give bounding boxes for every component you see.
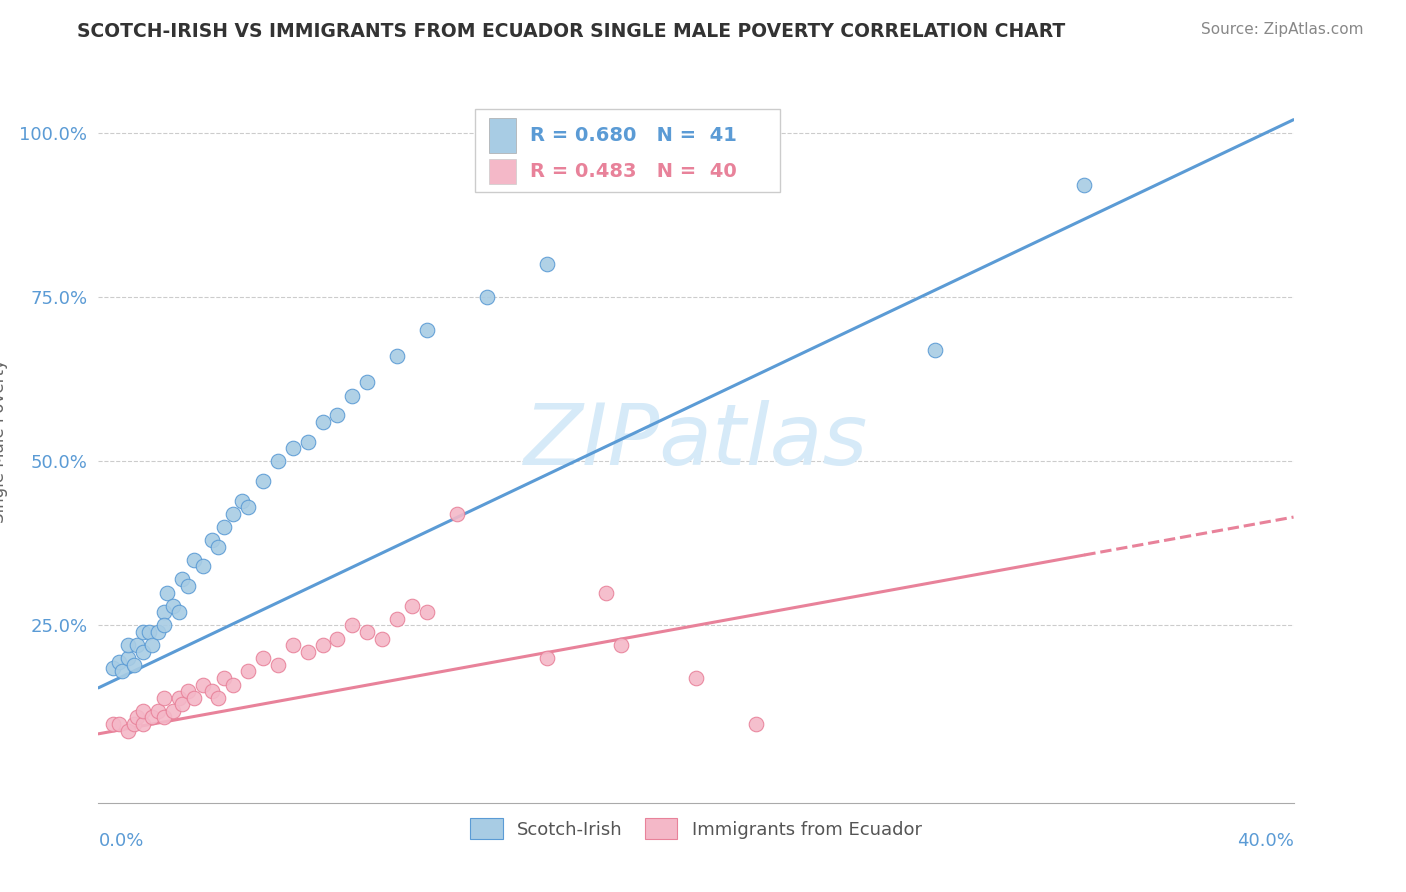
Text: 0.0%: 0.0% [98, 831, 143, 850]
Point [148, 625, 170, 640]
Point [222, 677, 245, 691]
Point [191, 559, 214, 574]
Point [1073, 178, 1095, 193]
Point [156, 585, 179, 599]
Text: 40.0%: 40.0% [1237, 831, 1294, 850]
Point [132, 717, 155, 731]
Point [162, 704, 184, 718]
Text: Source: ZipAtlas.com: Source: ZipAtlas.com [1201, 22, 1364, 37]
Point [356, 376, 378, 390]
Point [127, 710, 149, 724]
Point [111, 665, 134, 679]
Point [108, 717, 131, 731]
Point [127, 638, 149, 652]
Point [297, 434, 319, 449]
Point [446, 507, 468, 521]
Point [117, 651, 139, 665]
Point [401, 599, 423, 613]
Point [183, 690, 205, 705]
Point [236, 665, 259, 679]
Point [385, 612, 409, 626]
Point [167, 605, 190, 619]
Point [281, 441, 304, 455]
Point [201, 533, 224, 547]
Point [267, 657, 290, 672]
Point [177, 684, 200, 698]
Point [148, 704, 170, 718]
Text: R = 0.680   N =  41: R = 0.680 N = 41 [530, 126, 737, 145]
Point [162, 599, 184, 613]
Point [595, 585, 617, 599]
Point [385, 349, 409, 363]
Point [356, 625, 378, 640]
Point [212, 520, 235, 534]
Point [212, 671, 235, 685]
Point [201, 684, 224, 698]
Point [685, 671, 707, 685]
Point [103, 717, 125, 731]
Point [153, 618, 176, 632]
Point [153, 690, 176, 705]
Point [536, 257, 558, 271]
Point [183, 553, 205, 567]
Point [371, 632, 394, 646]
Point [132, 645, 155, 659]
Point [172, 698, 194, 712]
Point [252, 651, 274, 665]
Point [281, 638, 304, 652]
Point [191, 677, 214, 691]
Point [141, 710, 163, 724]
Point [311, 415, 333, 429]
Point [177, 579, 200, 593]
Point [252, 474, 274, 488]
Point [342, 388, 364, 402]
Legend: Scotch-Irish, Immigrants from Ecuador: Scotch-Irish, Immigrants from Ecuador [461, 809, 931, 848]
Text: R = 0.483   N =  40: R = 0.483 N = 40 [530, 162, 737, 181]
Point [297, 645, 319, 659]
Point [117, 723, 139, 738]
Point [222, 507, 245, 521]
Text: SCOTCH-IRISH VS IMMIGRANTS FROM ECUADOR SINGLE MALE POVERTY CORRELATION CHART: SCOTCH-IRISH VS IMMIGRANTS FROM ECUADOR … [77, 22, 1066, 41]
FancyBboxPatch shape [475, 109, 780, 193]
FancyBboxPatch shape [489, 118, 516, 153]
Point [153, 605, 176, 619]
Text: ZIPatlas: ZIPatlas [524, 400, 868, 483]
Point [207, 540, 229, 554]
Point [124, 717, 146, 731]
Point [326, 632, 349, 646]
Point [416, 323, 439, 337]
Point [475, 290, 498, 304]
FancyBboxPatch shape [489, 160, 516, 184]
Point [141, 638, 163, 652]
Point [326, 409, 349, 423]
Point [231, 493, 253, 508]
Point [342, 618, 364, 632]
Point [153, 710, 176, 724]
Point [124, 657, 146, 672]
Point [236, 500, 259, 515]
Point [108, 655, 131, 669]
Y-axis label: Single Male Poverty: Single Male Poverty [0, 359, 8, 524]
Point [745, 717, 768, 731]
Point [610, 638, 633, 652]
Point [172, 573, 194, 587]
Point [311, 638, 333, 652]
Point [117, 638, 139, 652]
Point [103, 661, 125, 675]
Point [536, 651, 558, 665]
Point [138, 625, 160, 640]
Point [132, 704, 155, 718]
Point [416, 605, 439, 619]
Point [132, 625, 155, 640]
Point [267, 454, 290, 468]
Point [924, 343, 946, 357]
Point [207, 690, 229, 705]
Point [167, 690, 190, 705]
